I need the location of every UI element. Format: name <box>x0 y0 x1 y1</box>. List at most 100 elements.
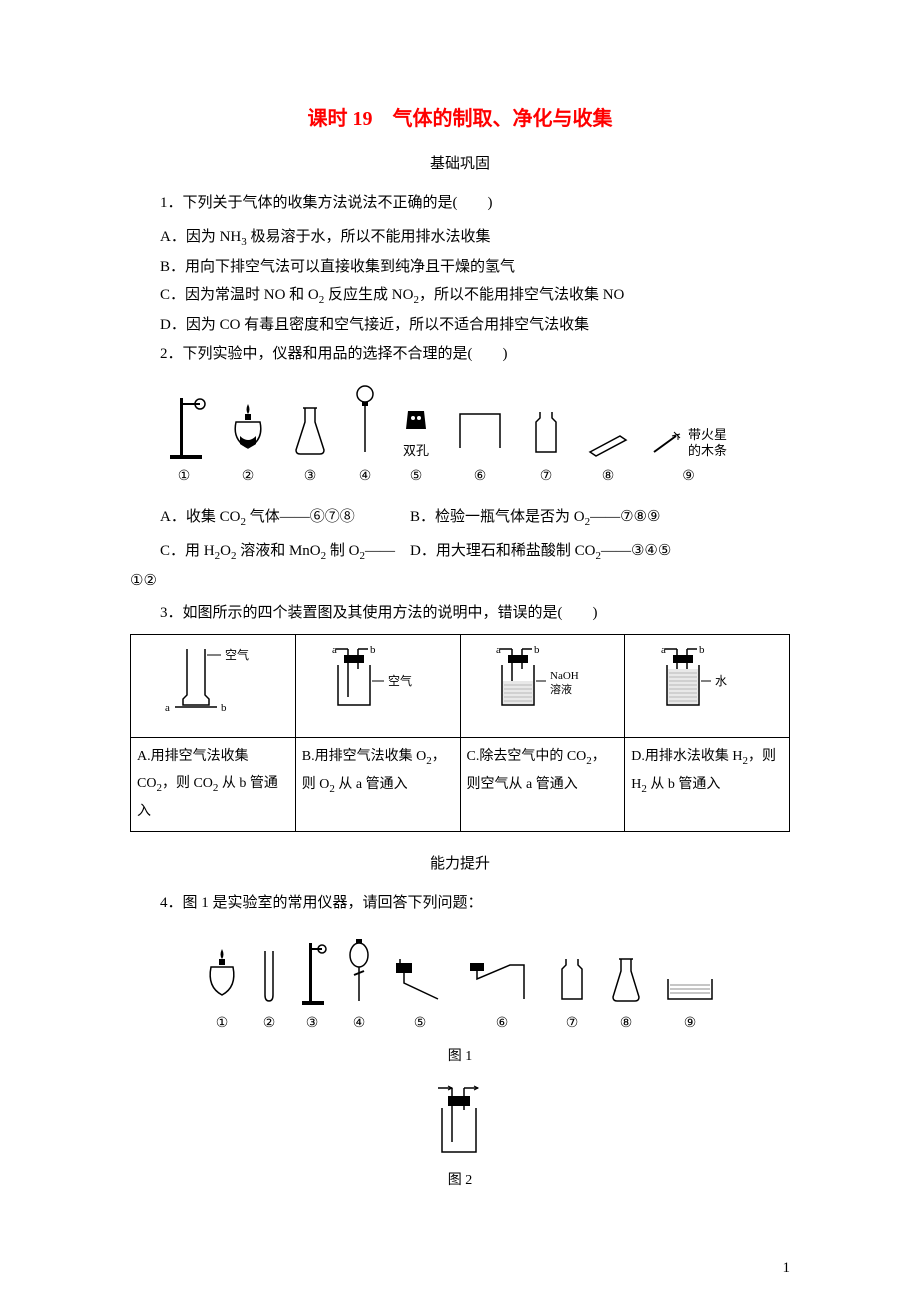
svg-text:a: a <box>661 644 666 656</box>
fig2-bottle-icon <box>420 1080 500 1162</box>
q4-test-tube: ② <box>258 945 280 1038</box>
bottle-upsidedown-icon: a b 空气 <box>153 641 273 721</box>
apparatus-conical-flask: ③ <box>288 400 332 491</box>
q1-opt-b: B．用向下排空气法可以直接收集到纯净且干燥的氢气 <box>130 253 790 282</box>
label-5: ⑤ <box>410 464 423 491</box>
q2-opt-a: A．收集 CO2 气体——⑥⑦⑧ <box>130 503 410 533</box>
double-hole-label: 双孔 <box>403 443 429 460</box>
splint-icon <box>650 428 684 458</box>
fig2-label: 图 2 <box>448 1168 473 1195</box>
q2-row-ab: A．收集 CO2 气体——⑥⑦⑧ B．检验一瓶气体是否为 O2——⑦⑧⑨ <box>130 503 790 533</box>
q2-d-t2: ——③④⑤ <box>601 543 671 559</box>
q1-c-text3: ，所以不能用排空气法收集 NO <box>419 287 624 303</box>
q2-a-t1: 收集 CO <box>186 509 241 525</box>
apparatus-glass-plate: ⑧ <box>584 430 632 491</box>
q3c-t1: C.除去空气中的 CO <box>467 749 587 764</box>
q1-opt-c: C．因为常温时 NO 和 O2 反应生成 NO2，所以不能用排空气法收集 NO <box>130 281 790 311</box>
q4-stem: 4．图 1 是实验室的常用仪器，请回答下列问题： <box>130 889 790 918</box>
q1-b-text: 用向下排空气法可以直接收集到纯净且干燥的氢气 <box>185 259 515 275</box>
q1-stem: 1．下列关于气体的收集方法说法不正确的是( ) <box>130 189 790 218</box>
label-1: ① <box>178 464 191 491</box>
conical-flask-icon <box>288 400 332 460</box>
apparatus-stopper: 双孔 ⑤ <box>398 403 434 490</box>
q3-cell-b-diagram: a b 空气 <box>295 634 460 738</box>
q4-gas-jar: ⑦ <box>554 951 590 1038</box>
alcohol-lamp-icon <box>202 945 242 1007</box>
water-label: 水 <box>715 674 727 688</box>
naoh-label-1: NaOH <box>550 670 579 682</box>
q3-cell-d-diagram: a b 水 <box>625 634 790 738</box>
splint-label: 带火星 的木条 <box>688 427 727 461</box>
q1-a-text2: 极易溶于水，所以不能用排水法收集 <box>247 229 491 245</box>
q2-a-t2: 气体——⑥⑦⑧ <box>246 509 355 525</box>
apparatus-iron-stand: ① <box>160 390 208 491</box>
q2-opt-d: D．用大理石和稀盐酸制 CO2——③④⑤ <box>410 537 790 595</box>
q4-label-3: ③ <box>306 1011 319 1038</box>
label-3: ③ <box>304 464 317 491</box>
q4-iron-stand: ③ <box>296 937 328 1038</box>
bent-tube-icon <box>466 955 538 1007</box>
q2-c-t2: O <box>220 543 231 559</box>
label-8: ⑧ <box>602 464 615 491</box>
label-9: ⑨ <box>682 464 695 491</box>
q2-opt-b: B．检验一瓶气体是否为 O2——⑦⑧⑨ <box>410 503 790 533</box>
q3-cell-a-diagram: a b 空气 <box>131 634 296 738</box>
glass-plate-icon <box>584 430 632 460</box>
air-label-a: 空气 <box>225 647 249 662</box>
q1-opt-d: D．因为 CO 有毒且密度和空气接近，所以不适合用排空气法收集 <box>130 311 790 340</box>
q2-d-t1: 用大理石和稀盐酸制 CO <box>436 543 596 559</box>
q4-apparatus-row: ① ② ③ ④ ⑤ <box>130 935 790 1038</box>
iron-stand-icon <box>160 390 208 460</box>
alcohol-lamp-icon <box>226 400 270 460</box>
q4-bent-tube: ⑥ <box>466 955 538 1038</box>
svg-text:b: b <box>370 644 376 656</box>
page-number: 1 <box>783 1254 791 1283</box>
q4-label-2: ② <box>263 1011 276 1038</box>
trough-icon <box>662 971 718 1007</box>
section-heading-basic: 基础巩固 <box>130 150 790 179</box>
q2-apparatus-row: ① ② ③ ④ 双孔 <box>160 382 790 491</box>
q1-a-text1: 因为 NH <box>186 229 241 245</box>
q4-label-8: ⑧ <box>620 1011 633 1038</box>
q1-c-text2: 反应生成 NO <box>324 287 413 303</box>
apparatus-splint: 带火星 的木条 ⑨ <box>650 427 727 491</box>
q2-stem: 2．下列实验中，仪器和用品的选择不合理的是( ) <box>130 340 790 369</box>
q1-opt-a: A．因为 NH3 极易溶于水，所以不能用排水法收集 <box>130 223 790 253</box>
bottle-water-icon: a b 水 <box>647 641 767 721</box>
q2-c-t1: 用 H <box>185 543 215 559</box>
label-2: ② <box>242 464 255 491</box>
section-heading-advanced: 能力提升 <box>130 850 790 879</box>
iron-stand-icon <box>296 937 328 1007</box>
q3-opt-b: B.用排空气法收集 O2，则 O2 从 a 管通入 <box>295 738 460 832</box>
svg-text:a: a <box>496 644 501 656</box>
separating-funnel-icon <box>344 935 374 1007</box>
q2-b-t2: ——⑦⑧⑨ <box>590 509 660 525</box>
apparatus-funnel: ④ <box>350 382 380 491</box>
apparatus-alcohol-lamp: ② <box>226 400 270 491</box>
bottle-naoh-icon: a b NaOH 溶液 <box>482 641 602 721</box>
delivery-tube-icon <box>452 404 508 460</box>
fig2-container: 图 2 <box>130 1080 790 1195</box>
q3-text-row: A.用排空气法收集 CO2，则 CO2 从 b 管通入 B.用排空气法收集 O2… <box>131 738 790 832</box>
label-7: ⑦ <box>540 464 553 491</box>
naoh-label-2: 溶液 <box>550 682 572 696</box>
label-6: ⑥ <box>474 464 487 491</box>
q4-label-5: ⑤ <box>414 1011 427 1038</box>
q3-cell-c-diagram: a b NaOH 溶液 <box>460 634 625 738</box>
label-4: ④ <box>359 464 372 491</box>
svg-text:b: b <box>221 702 227 714</box>
q3a-t2: ，则 CO <box>162 776 213 791</box>
q3-opt-d: D.用排水法收集 H2，则 H2 从 b 管通入 <box>625 738 790 832</box>
apparatus-delivery-tube: ⑥ <box>452 404 508 491</box>
q3d-t1: D.用排水法收集 H <box>631 749 742 764</box>
q4-delivery-tube-stopper: ⑤ <box>390 955 450 1038</box>
q2-row-cd: C．用 H2O2 溶液和 MnO2 制 O2——①② D．用大理石和稀盐酸制 C… <box>130 537 790 595</box>
q3b-t1: B.用排空气法收集 O <box>302 749 426 764</box>
q4-label-9: ⑨ <box>684 1011 697 1038</box>
q3b-t3: 从 a 管通入 <box>335 777 408 792</box>
q2-b-t1: 检验一瓶气体是否为 O <box>435 509 585 525</box>
q4-conical-flask: ⑧ <box>606 951 646 1038</box>
q4-alcohol-lamp: ① <box>202 945 242 1038</box>
splint-label-line1: 带火星 <box>688 427 727 442</box>
q4-label-1: ① <box>216 1011 229 1038</box>
